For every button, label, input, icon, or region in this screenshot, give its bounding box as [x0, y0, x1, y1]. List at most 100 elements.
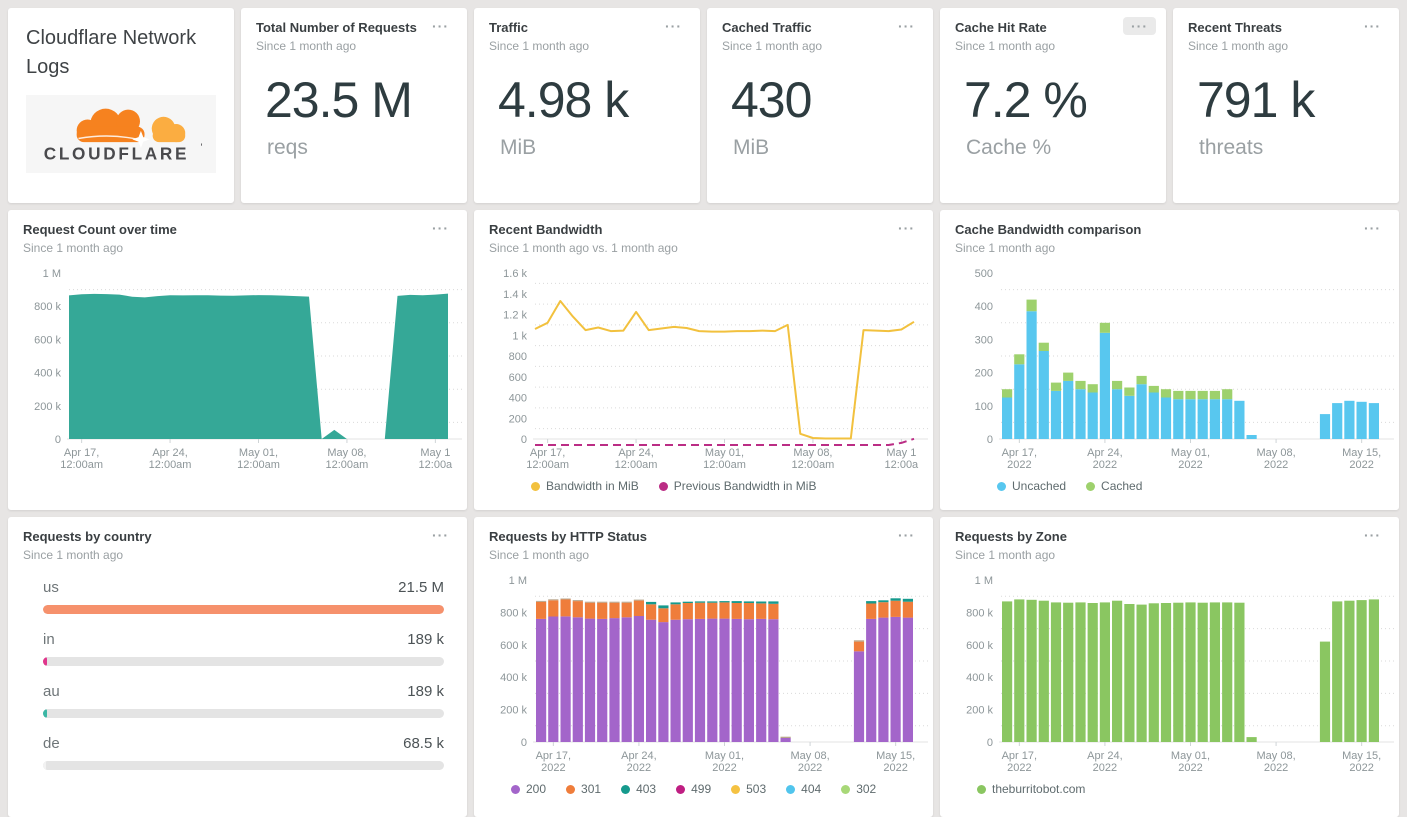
svg-text:May 08,: May 08, — [1257, 750, 1296, 762]
svg-text:600 k: 600 k — [500, 640, 527, 652]
svg-text:May 1: May 1 — [420, 447, 450, 459]
svg-text:May 08,: May 08, — [327, 447, 366, 459]
ellipsis-icon: ··· — [1364, 220, 1381, 236]
svg-text:600 k: 600 k — [966, 640, 993, 652]
panel-menu-button[interactable]: ··· — [1356, 17, 1389, 35]
panel-menu-button[interactable]: ··· — [424, 17, 457, 35]
legend-item[interactable]: 302 — [841, 782, 876, 796]
svg-text:1.2 k: 1.2 k — [503, 310, 527, 322]
svg-text:Apr 17,: Apr 17, — [64, 447, 99, 459]
stat-value: 430 — [731, 72, 812, 129]
country-row: de 68.5 k — [43, 735, 444, 771]
ellipsis-icon: ··· — [898, 527, 915, 543]
panel-menu-button[interactable]: ··· — [890, 526, 923, 544]
legend-item[interactable]: Uncached — [997, 479, 1066, 493]
svg-text:2022: 2022 — [1007, 762, 1031, 774]
svg-text:12:00am: 12:00am — [60, 459, 103, 471]
chart-series — [536, 598, 913, 743]
legend-label: 301 — [581, 782, 602, 797]
legend-label: theburritobot.com — [992, 782, 1086, 797]
svg-text:1.4 k: 1.4 k — [503, 289, 527, 301]
panel-title: Traffic — [489, 20, 529, 35]
legend-item[interactable]: 503 — [731, 782, 766, 796]
panel-title: Total Number of Requests — [256, 20, 417, 35]
stat-value: 791 k — [1197, 72, 1315, 129]
svg-text:0: 0 — [521, 434, 527, 446]
panel-menu-button[interactable]: ··· — [890, 219, 923, 237]
svg-text:200 k: 200 k — [500, 705, 527, 717]
panel-menu-button[interactable]: ··· — [1123, 17, 1156, 35]
ellipsis-icon: ··· — [432, 220, 449, 236]
svg-text:100: 100 — [975, 401, 993, 413]
cloudflare-logo-image: CLOUDFLARE ' — [44, 108, 203, 163]
panel-menu-button[interactable]: ··· — [1356, 219, 1389, 237]
panel-menu-button[interactable]: ··· — [657, 17, 690, 35]
svg-text:2022: 2022 — [1093, 459, 1117, 471]
svg-text:May 1: May 1 — [886, 447, 916, 459]
legend-dot-icon — [997, 481, 1006, 491]
country-code: in — [43, 631, 55, 649]
panel-title: Requests by Zone — [955, 529, 1067, 544]
stat-unit: threats — [1199, 136, 1264, 160]
svg-text:Apr 24,: Apr 24, — [618, 447, 653, 459]
chart-panel-requests-by-zone: Requests by Zone Since 1 month ago ··· 1… — [940, 517, 1399, 817]
sparkle-icon — [132, 130, 150, 149]
svg-text:12:00am: 12:00am — [237, 459, 280, 471]
trademark-tick: ' — [201, 142, 203, 153]
svg-text:May 08,: May 08, — [791, 750, 830, 762]
country-code: us — [43, 579, 59, 597]
cloud-swoosh — [78, 135, 139, 141]
legend-dot-icon — [566, 784, 576, 794]
country-value: 68.5 k — [403, 735, 444, 753]
legend-dot-icon — [731, 784, 741, 794]
legend-item[interactable]: 404 — [786, 782, 821, 796]
country-bar-fill — [43, 709, 48, 719]
svg-text:2022: 2022 — [1093, 762, 1117, 774]
panel-menu-button[interactable]: ··· — [890, 17, 923, 35]
svg-text:2022: 2022 — [1349, 762, 1373, 774]
legend-item[interactable]: theburritobot.com — [977, 782, 1085, 796]
legend-item[interactable]: Bandwidth in MiB — [531, 479, 639, 493]
stat-panel-recent-threats: Recent Threats Since 1 month ago ··· 791… — [1173, 8, 1399, 203]
chart-panel-requests-by-country: Requests by country Since 1 month ago ··… — [8, 517, 467, 817]
chart-legend: Uncached Cached — [997, 479, 1384, 493]
stat-unit: MiB — [500, 136, 537, 160]
legend-item[interactable]: 499 — [676, 782, 711, 796]
svg-text:600 k: 600 k — [34, 335, 61, 347]
svg-text:2022: 2022 — [883, 762, 907, 774]
country-bar-track — [43, 605, 444, 615]
legend-item[interactable]: 301 — [566, 782, 601, 796]
legend-item[interactable]: Previous Bandwidth in MiB — [658, 479, 816, 493]
panel-menu-button[interactable]: ··· — [424, 219, 457, 237]
legend-dot-icon — [841, 784, 851, 794]
svg-text:2022: 2022 — [712, 762, 736, 774]
svg-text:400 k: 400 k — [500, 672, 527, 684]
panel-menu-button[interactable]: ··· — [1356, 526, 1389, 544]
svg-text:2022: 2022 — [798, 762, 822, 774]
legend-label: Bandwidth in MiB — [546, 479, 639, 494]
legend-item[interactable]: 200 — [511, 782, 546, 796]
legend-dot-icon — [658, 481, 668, 491]
legend-label: 403 — [636, 782, 657, 797]
chart-legend: theburritobot.com — [977, 782, 1384, 796]
legend-item[interactable]: 403 — [621, 782, 656, 796]
ellipsis-icon: ··· — [898, 18, 915, 34]
legend-dot-icon — [531, 481, 540, 491]
svg-text:200: 200 — [509, 414, 527, 426]
svg-text:400 k: 400 k — [966, 672, 993, 684]
legend-item[interactable]: Cached — [1086, 479, 1142, 493]
country-row: au 189 k — [43, 683, 444, 719]
country-value: 189 k — [407, 631, 444, 649]
chart-panel-cache-bandwidth: Cache Bandwidth comparison Since 1 month… — [940, 210, 1399, 510]
stat-unit: MiB — [733, 136, 770, 160]
panel-menu-button[interactable]: ··· — [424, 526, 457, 544]
brand-panel: Cloudflare Network Logs CLOUDFLARE ' — [8, 8, 234, 203]
svg-text:1.6 k: 1.6 k — [503, 268, 527, 280]
